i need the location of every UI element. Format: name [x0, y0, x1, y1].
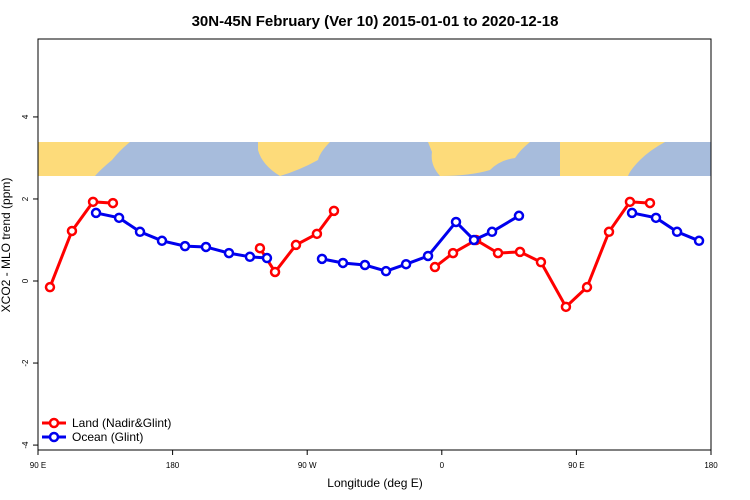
point: [244, 251, 256, 263]
point: [693, 235, 705, 247]
point: [486, 226, 498, 238]
series-line: [48, 200, 651, 310]
land-asia-east: [560, 142, 665, 176]
land-europe: [428, 142, 530, 176]
point: [380, 265, 392, 277]
land-america: [258, 142, 330, 176]
legend-marker: [48, 417, 60, 429]
chart-title: 30N-45N February (Ver 10) 2015-01-01 to …: [192, 13, 559, 30]
y-axis-label: XCO2 - MLO trend (ppm): [0, 178, 13, 313]
point: [156, 235, 168, 247]
x-tick-label: 180: [704, 461, 718, 470]
point: [603, 226, 615, 238]
point: [269, 266, 281, 278]
point: [513, 210, 525, 222]
point: [290, 239, 302, 251]
point: [514, 246, 526, 258]
y-tick-label: 2: [21, 196, 30, 201]
legend-label: Ocean (Glint): [72, 430, 143, 444]
x-tick-label: 90 W: [298, 461, 317, 470]
point: [671, 226, 683, 238]
point: [429, 261, 441, 273]
point: [450, 216, 462, 228]
point: [468, 234, 480, 246]
point: [650, 212, 662, 224]
point: [535, 256, 547, 268]
point: [254, 242, 266, 254]
point: [560, 301, 572, 313]
x-tick-label: 0: [440, 461, 445, 470]
y-tick-label: 0: [21, 278, 30, 283]
point: [113, 212, 125, 224]
point: [581, 281, 593, 293]
point: [223, 247, 235, 259]
point: [624, 196, 636, 208]
point: [626, 207, 638, 219]
x-tick-label: 90 E: [30, 461, 46, 470]
legend-label: Land (Nadir&Glint): [72, 416, 171, 430]
x-tick-label: 90 E: [568, 461, 584, 470]
point: [261, 252, 273, 264]
point: [422, 250, 434, 262]
point: [311, 228, 323, 240]
point: [316, 253, 328, 265]
x-axis-label: Longitude (deg E): [327, 476, 422, 490]
point: [447, 247, 459, 259]
legend-marker: [48, 431, 60, 443]
point: [200, 241, 212, 253]
point: [107, 197, 119, 209]
y-tick-label: 4: [21, 114, 30, 119]
x-tick-label: 180: [166, 461, 180, 470]
point: [134, 226, 146, 238]
map-band: [38, 142, 711, 176]
point: [359, 259, 371, 271]
y-tick-label: -2: [21, 359, 30, 367]
point: [328, 205, 340, 217]
land-asia: [38, 142, 130, 176]
point: [492, 247, 504, 259]
point: [337, 257, 349, 269]
point: [644, 197, 656, 209]
plot-frame: [37, 38, 712, 451]
point: [179, 240, 191, 252]
point: [87, 196, 99, 208]
point: [90, 207, 102, 219]
point: [400, 258, 412, 270]
point: [44, 281, 56, 293]
point: [66, 225, 78, 237]
y-tick-label: -4: [21, 441, 30, 449]
